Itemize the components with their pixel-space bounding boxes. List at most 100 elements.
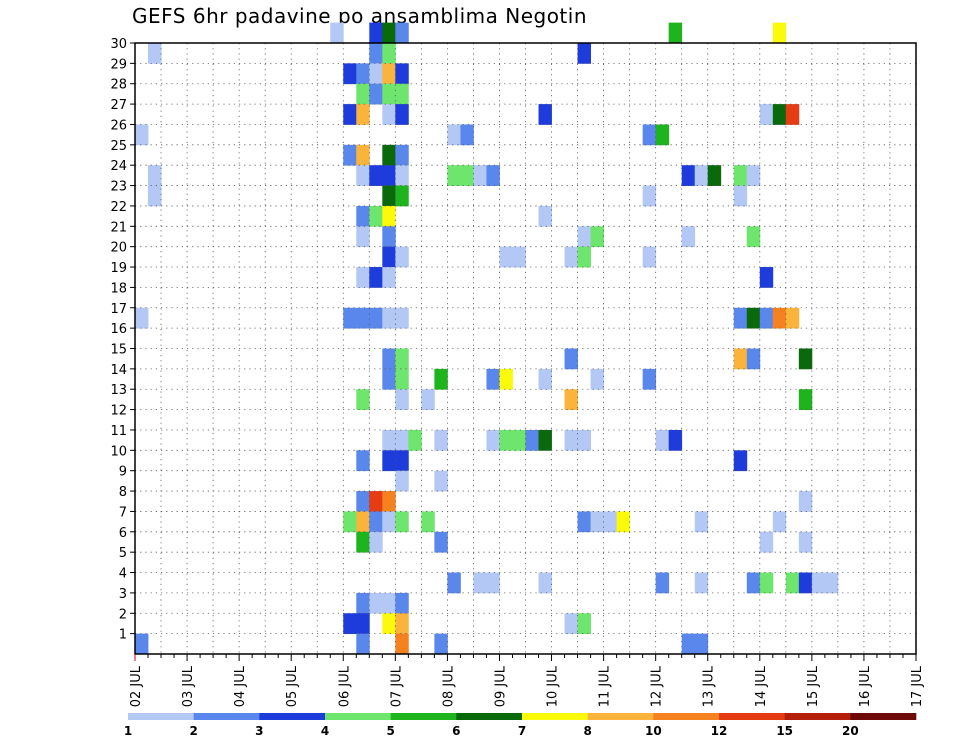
heatmap-cell — [408, 429, 422, 451]
heatmap-cell — [564, 429, 578, 451]
y-tick-label: 26 — [110, 118, 127, 133]
heatmap-cell — [499, 368, 513, 390]
heatmap-cell — [369, 63, 383, 85]
heatmap-cell — [798, 389, 813, 410]
x-tick-label: 04 JUL — [233, 665, 248, 707]
y-tick-label: 24 — [110, 159, 127, 174]
heatmap-cell — [785, 104, 800, 125]
heatmap-cell — [538, 572, 552, 594]
x-tick-label: 08 JUL — [441, 665, 456, 707]
x-tick-label: 05 JUL — [285, 665, 300, 707]
colorbar-label: 1 — [124, 724, 132, 738]
colorbar-label: 3 — [255, 724, 263, 738]
y-tick-label: 21 — [110, 220, 127, 235]
heatmap-cell — [382, 226, 396, 248]
heatmap-cell — [382, 63, 396, 85]
heatmap-cell — [395, 348, 409, 370]
heatmap-cell — [486, 429, 500, 451]
heatmap-cell — [382, 83, 396, 105]
heatmap-cell — [733, 307, 748, 329]
heatmap-cell — [785, 307, 800, 329]
heatmap-cell — [395, 104, 409, 125]
x-tick-label: 10 JUL — [546, 665, 561, 707]
x-tick-label: 14 JUL — [754, 665, 769, 707]
heatmap-cell — [382, 450, 396, 472]
heatmap-cell — [577, 246, 591, 268]
heatmap-cell — [772, 307, 787, 329]
heatmap-cell — [564, 246, 578, 268]
heatmap-cell — [733, 348, 748, 370]
heatmap-cell — [382, 348, 396, 370]
heatmap-cell — [369, 165, 383, 186]
heatmap-cell — [356, 307, 370, 329]
heatmap-cell — [395, 511, 409, 533]
heatmap-cell — [369, 592, 383, 614]
heatmap-cell — [564, 348, 578, 370]
x-tick-label: 13 JUL — [702, 665, 717, 707]
y-tick-label: 4 — [119, 567, 127, 582]
heatmap-cell — [395, 389, 409, 410]
heatmap-cell — [460, 165, 474, 186]
heatmap-cell — [538, 368, 552, 390]
heatmap-cell — [356, 144, 370, 166]
heatmap-cell — [330, 22, 344, 44]
heatmap-cell — [356, 104, 370, 125]
y-tick-label: 27 — [110, 98, 127, 113]
y-tick-label: 3 — [119, 587, 127, 602]
heatmap-cell — [382, 592, 396, 614]
heatmap-cell — [733, 185, 748, 207]
heatmap-cell — [369, 531, 383, 553]
heatmap-cell — [356, 165, 370, 186]
heatmap-cell — [421, 389, 435, 410]
heatmap-cell — [564, 389, 578, 410]
heatmap-cell — [811, 572, 826, 594]
heatmap-cell — [395, 633, 409, 655]
heatmap-cell — [382, 307, 396, 329]
colorbar-segment — [325, 713, 391, 720]
heatmap-cell — [798, 348, 813, 370]
heatmap-cell — [148, 43, 162, 64]
heatmap-cell — [759, 267, 774, 288]
heatmap-cell — [395, 368, 409, 390]
heatmap-cell — [642, 124, 657, 146]
heatmap-cell — [681, 226, 696, 248]
heatmap-cell — [577, 429, 591, 451]
heatmap-cell — [486, 368, 500, 390]
y-tick-label: 14 — [110, 363, 127, 378]
heatmap-cell — [382, 491, 396, 512]
heatmap-cell — [382, 267, 396, 288]
heatmap-cell — [369, 267, 383, 288]
heatmap-cell — [772, 511, 787, 533]
y-tick-label: 2 — [119, 607, 127, 622]
heatmap-cell — [434, 429, 448, 451]
x-tick-label: 06 JUL — [337, 665, 352, 707]
heatmap-cell — [382, 613, 396, 635]
heatmap-cell — [135, 633, 149, 655]
colorbar-label: 8 — [583, 724, 591, 738]
colorbar-segment — [784, 713, 851, 720]
heatmap-cell — [382, 368, 396, 390]
heatmap-cell — [759, 531, 774, 553]
y-tick-label: 8 — [119, 485, 127, 500]
heatmap-cell — [356, 592, 370, 614]
heatmap-cell — [382, 246, 396, 268]
x-tick-label: 03 JUL — [181, 665, 196, 707]
heatmap-cell — [772, 104, 787, 125]
y-tick-label: 18 — [110, 281, 127, 296]
heatmap-cell — [499, 429, 513, 451]
chart-title: GEFS 6hr padavine po ansamblima Negotin — [132, 4, 588, 28]
heatmap-cell — [655, 572, 670, 594]
colorbar-legend: 1 2 3 4 5 6 7 8 10 12 15 20 — [124, 713, 917, 738]
heatmap-cell — [395, 429, 409, 451]
y-tick-label: 10 — [110, 444, 127, 459]
heatmap-cell — [434, 470, 448, 492]
heatmap-cell — [395, 307, 409, 329]
heatmap-cell — [343, 63, 357, 85]
y-tick-label: 6 — [119, 526, 127, 541]
heatmap-cell — [369, 22, 383, 44]
colorbar-segment — [128, 713, 194, 720]
y-tick-label: 23 — [110, 180, 127, 195]
colorbar-segment — [456, 713, 523, 720]
heatmap-cell — [395, 22, 409, 44]
heatmap-cell — [772, 22, 787, 44]
